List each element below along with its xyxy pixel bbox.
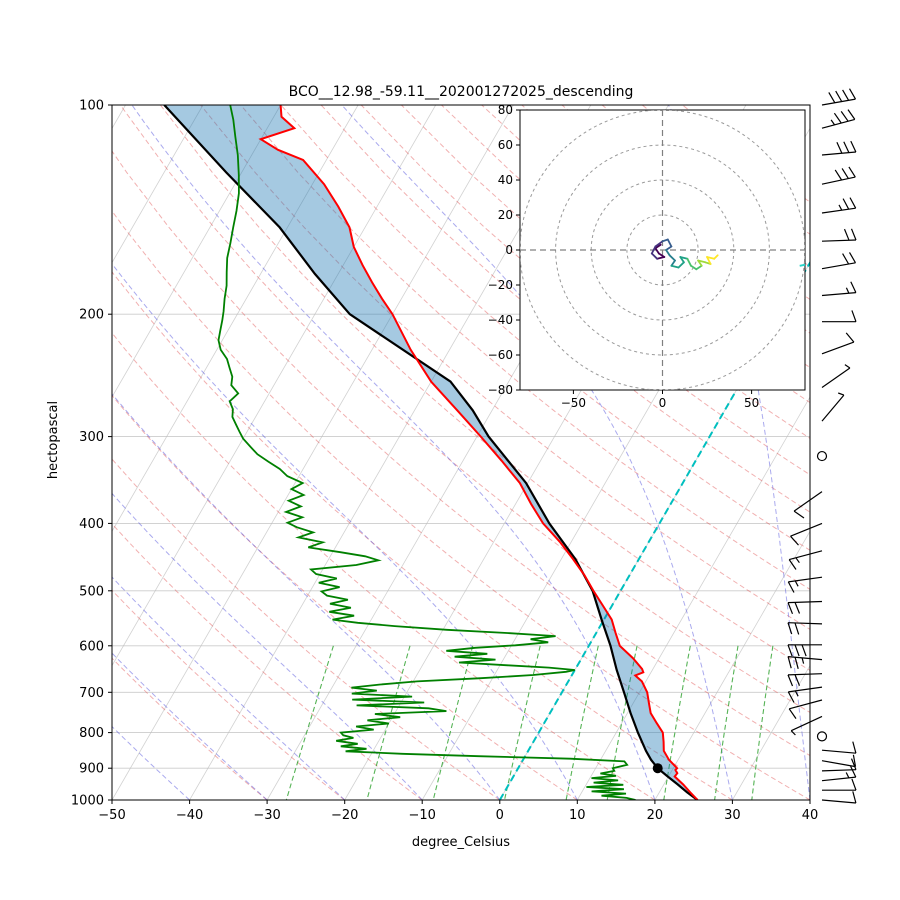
x-tick-label: 0 [496, 808, 504, 823]
hodograph-x-tick-label: 0 [659, 396, 667, 410]
hodograph-y-tick-label: 80 [498, 103, 513, 117]
y-tick-label: 500 [79, 584, 104, 599]
y-tick-label: 400 [79, 517, 104, 532]
cape-cin-shading [164, 105, 698, 800]
hodograph-y-tick-label: 0 [505, 243, 513, 257]
x-tick-label: −10 [408, 808, 435, 823]
hodograph-trace [650, 238, 805, 271]
y-tick-label: 1000 [71, 794, 104, 809]
hodograph-x-tick-label: −50 [561, 396, 586, 410]
x-tick-label: −50 [98, 808, 125, 823]
x-tick-label: −40 [176, 808, 203, 823]
dewpoint-line [217, 105, 636, 800]
hodograph-y-tick-label: −20 [488, 278, 513, 292]
hodograph-inset: 80 60 40 20 0 −20 −40 −60 −80 −50 0 50 [488, 103, 806, 410]
y-tick-label: 200 [79, 308, 104, 323]
y-tick-label: 300 [79, 430, 104, 445]
x-tick-label: −20 [331, 808, 358, 823]
y-tick-label: 100 [79, 99, 104, 114]
x-tick-label: 20 [647, 808, 664, 823]
mixing-ratio-lines [285, 645, 774, 800]
lcl-marker [652, 763, 663, 774]
hodograph-y-tick-label: 60 [498, 138, 513, 152]
y-axis-label: hectopascal [46, 401, 61, 479]
x-tick-label: 10 [569, 808, 586, 823]
hodograph-y-tick-label: −80 [488, 383, 513, 397]
x-tick-label: −30 [253, 808, 280, 823]
hodograph-y-tick-label: −60 [488, 348, 513, 362]
y-tick-label: 700 [79, 686, 104, 701]
wind-barbs [787, 88, 857, 804]
x-tick-label: 30 [724, 808, 741, 823]
y-tick-label: 900 [79, 762, 104, 777]
plot-area [112, 105, 810, 800]
axes-frame: −50 −40 −30 −20 −10 0 10 20 30 401002003004005006… [71, 99, 818, 824]
zero-degree-isotherm [498, 260, 810, 800]
hodograph-y-tick-label: 20 [498, 208, 513, 222]
hodograph-x-tick-label: 50 [744, 396, 759, 410]
x-tick-label: 40 [802, 808, 819, 823]
hodograph-y-tick-label: 40 [498, 173, 513, 187]
y-tick-label: 600 [79, 639, 104, 654]
x-axis-label: degree_Celsius [412, 835, 510, 850]
temperature-line [258, 105, 699, 800]
plot-title: BCO__12.98_-59.11__202001272025_descendi… [289, 84, 634, 100]
hodograph-y-tick-label: −40 [488, 313, 513, 327]
y-tick-label: 800 [79, 726, 104, 741]
